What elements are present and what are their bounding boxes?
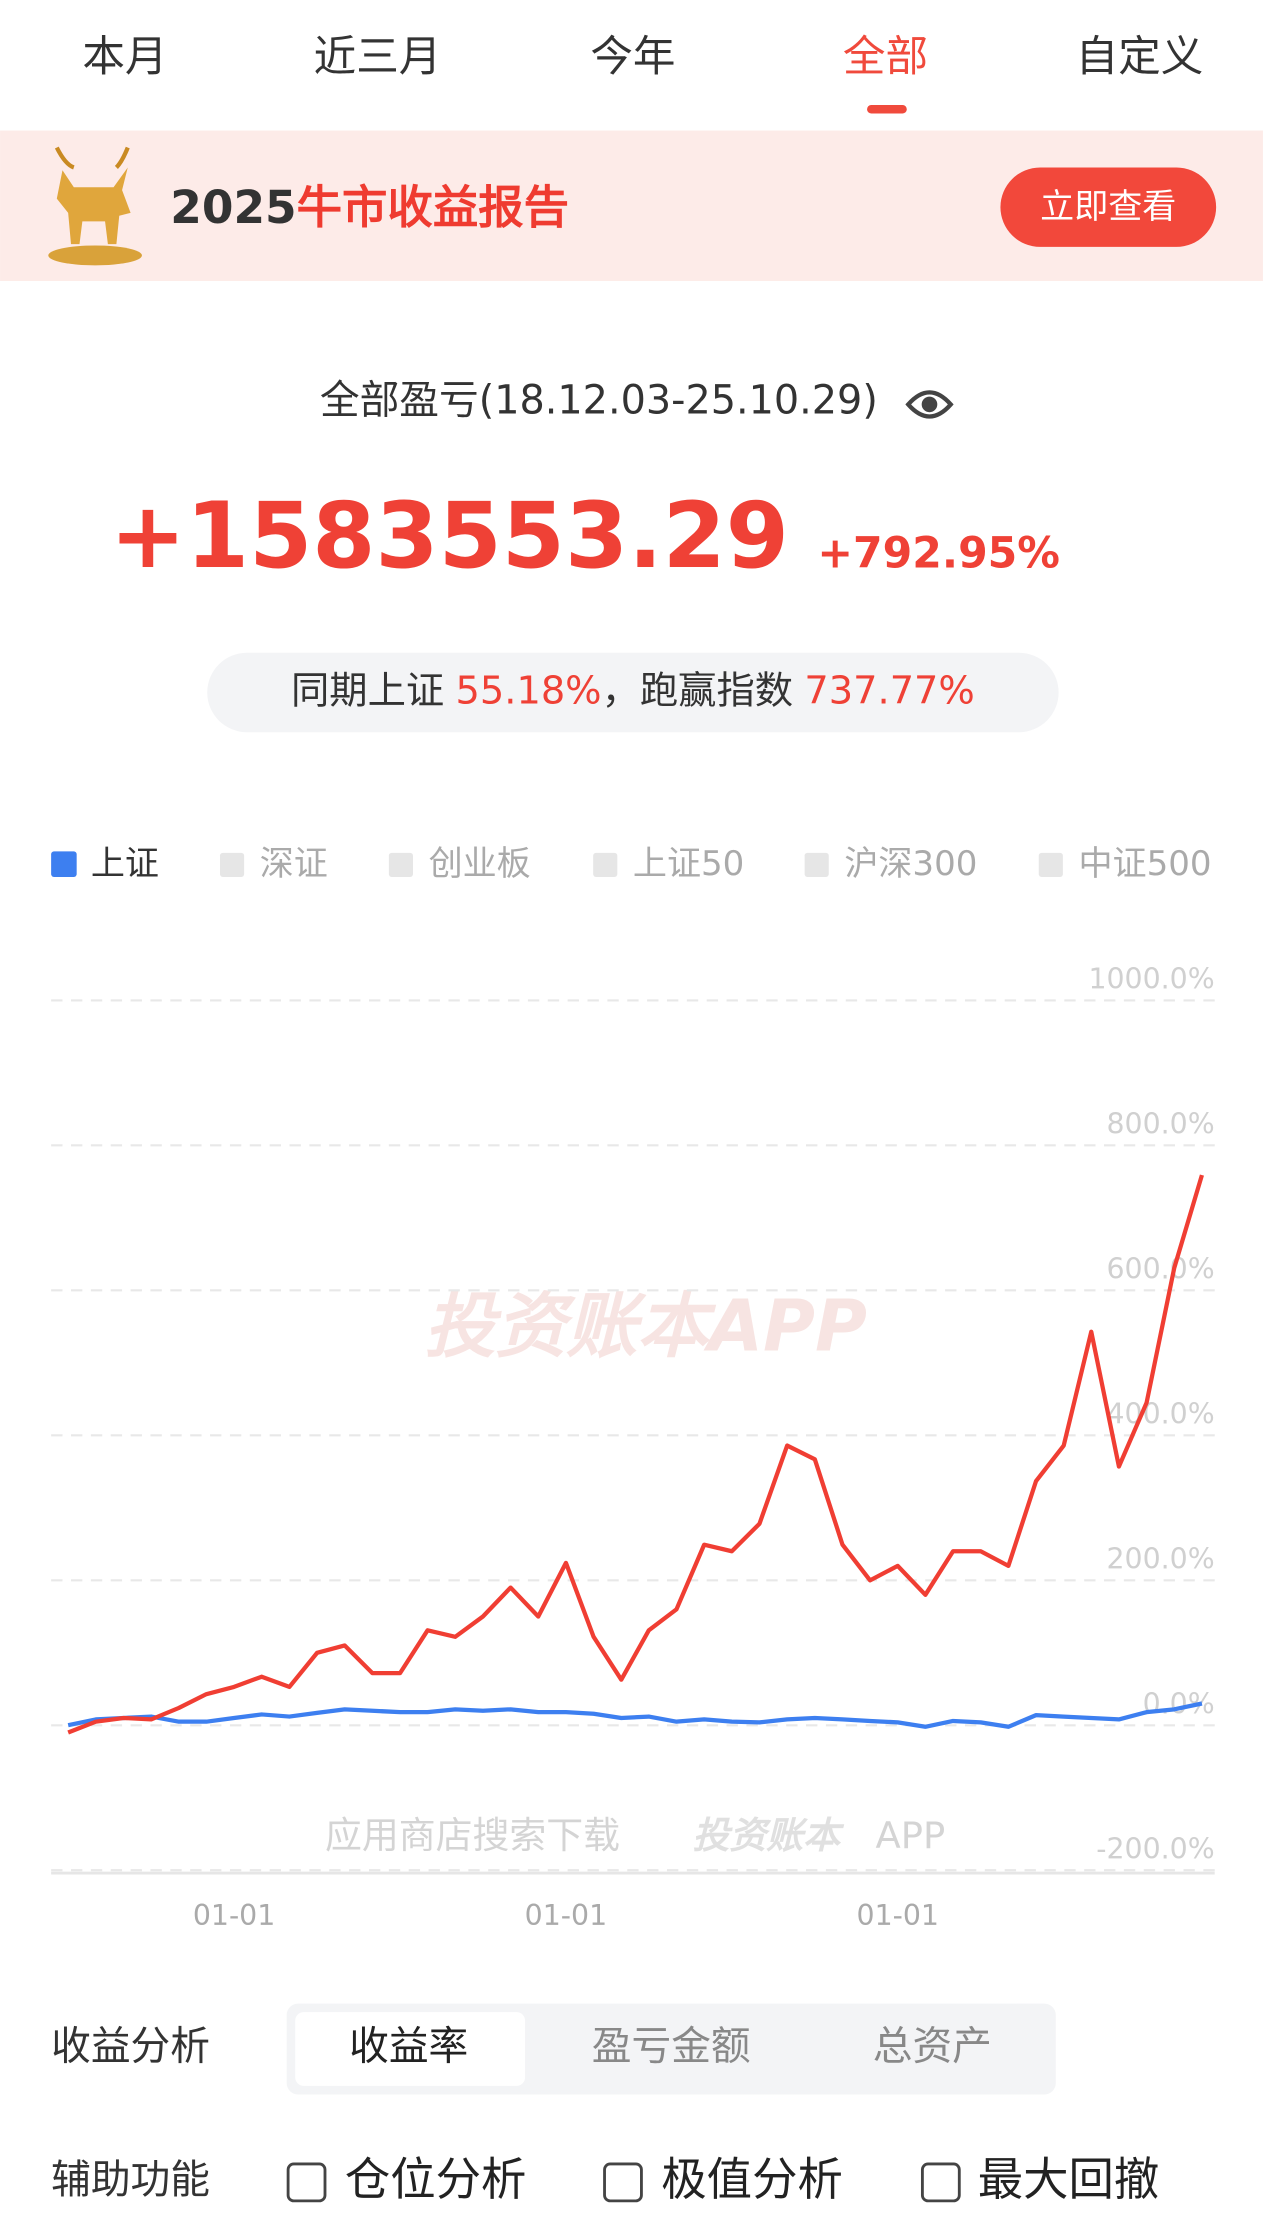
checkbox-label[interactable]: 最大回撤 bbox=[978, 2153, 1160, 2206]
segment-selected bbox=[295, 2012, 526, 2086]
checkbox[interactable] bbox=[920, 2162, 961, 2203]
x-tick-label: 01-01 bbox=[525, 1899, 607, 1932]
footer-app: APP bbox=[876, 1814, 946, 1857]
tab-indicator bbox=[867, 105, 907, 114]
legend-label-inactive: 上证50 bbox=[633, 844, 744, 884]
legend-swatch-inactive bbox=[593, 852, 618, 877]
x-tick-label: 01-01 bbox=[857, 1899, 939, 1932]
banner-year: 2025 bbox=[170, 181, 296, 234]
banner-title-text: 牛市收益报告 bbox=[297, 181, 569, 234]
legend-swatch-inactive bbox=[804, 852, 829, 877]
series-line bbox=[67, 1174, 1204, 1735]
tab[interactable]: 近三月 bbox=[314, 32, 442, 82]
checkbox-label[interactable]: 仓位分析 bbox=[345, 2153, 527, 2206]
checkbox-label[interactable]: 极值分析 bbox=[661, 2153, 843, 2206]
legend-label: 上证 bbox=[91, 844, 159, 884]
bull-icon bbox=[48, 146, 142, 266]
series-line bbox=[67, 1701, 1203, 1729]
legend-swatch bbox=[51, 851, 77, 877]
tab[interactable]: 本月 bbox=[82, 32, 167, 82]
tab[interactable]: 今年 bbox=[590, 32, 675, 82]
footer-note: 应用商店搜索下载 bbox=[325, 1814, 620, 1857]
banner-title: 2025牛市收益报告 bbox=[170, 181, 569, 234]
compare-text: 同期上证 55.18%，跑赢指数 737.77% bbox=[291, 668, 975, 713]
total-amount: +1583553.29 bbox=[110, 484, 789, 589]
y-tick-label: 0.0% bbox=[1143, 1687, 1215, 1720]
legend-label-inactive: 创业板 bbox=[429, 844, 531, 884]
y-tick-label: -200.0% bbox=[1096, 1832, 1214, 1865]
footer-brand: 投资账本 bbox=[693, 1814, 846, 1857]
legend-swatch-inactive bbox=[1038, 852, 1063, 877]
y-tick-label: 400.0% bbox=[1107, 1397, 1215, 1430]
checkbox[interactable] bbox=[603, 2162, 643, 2203]
checkbox[interactable] bbox=[286, 2162, 327, 2203]
segment[interactable]: 盈亏金额 bbox=[592, 2024, 751, 2070]
summary-label: 全部盈亏(18.12.03-25.10.29) bbox=[320, 377, 878, 423]
x-tick-label: 01-01 bbox=[193, 1899, 275, 1932]
legend-swatch-inactive bbox=[219, 852, 245, 877]
banner-button-text[interactable]: 立即查看 bbox=[1040, 187, 1176, 227]
segment[interactable]: 收益率 bbox=[349, 2024, 468, 2070]
watermark: 投资账本APP bbox=[424, 1285, 867, 1368]
y-tick-label: 1000.0% bbox=[1088, 963, 1214, 996]
legend-swatch-inactive bbox=[388, 852, 413, 877]
legend-label-inactive: 深证 bbox=[260, 844, 328, 884]
eye-icon[interactable] bbox=[905, 390, 954, 419]
compare-pill bbox=[207, 652, 1059, 733]
y-tick-label: 800.0% bbox=[1107, 1108, 1215, 1141]
aux-label: 辅助功能 bbox=[51, 2157, 210, 2203]
analysis-label: 收益分析 bbox=[51, 2024, 210, 2070]
segment[interactable]: 总资产 bbox=[873, 2024, 992, 2070]
legend-label-inactive: 中证500 bbox=[1078, 844, 1211, 884]
compare-value: 55.18% bbox=[456, 668, 602, 713]
legend-label-inactive: 沪深300 bbox=[844, 844, 977, 884]
tab-active[interactable]: 全部 bbox=[843, 32, 928, 82]
y-tick-label: 600.0% bbox=[1107, 1252, 1215, 1285]
banner-button[interactable] bbox=[1000, 167, 1217, 247]
compare-label: 同期上证 bbox=[291, 668, 444, 713]
y-tick-label: 200.0% bbox=[1107, 1542, 1215, 1575]
total-percent: +792.95% bbox=[817, 529, 1060, 579]
tab[interactable]: 自定义 bbox=[1076, 32, 1204, 82]
beat-label: ，跑赢指数 bbox=[602, 668, 794, 713]
beat-value: 737.77% bbox=[804, 668, 974, 713]
